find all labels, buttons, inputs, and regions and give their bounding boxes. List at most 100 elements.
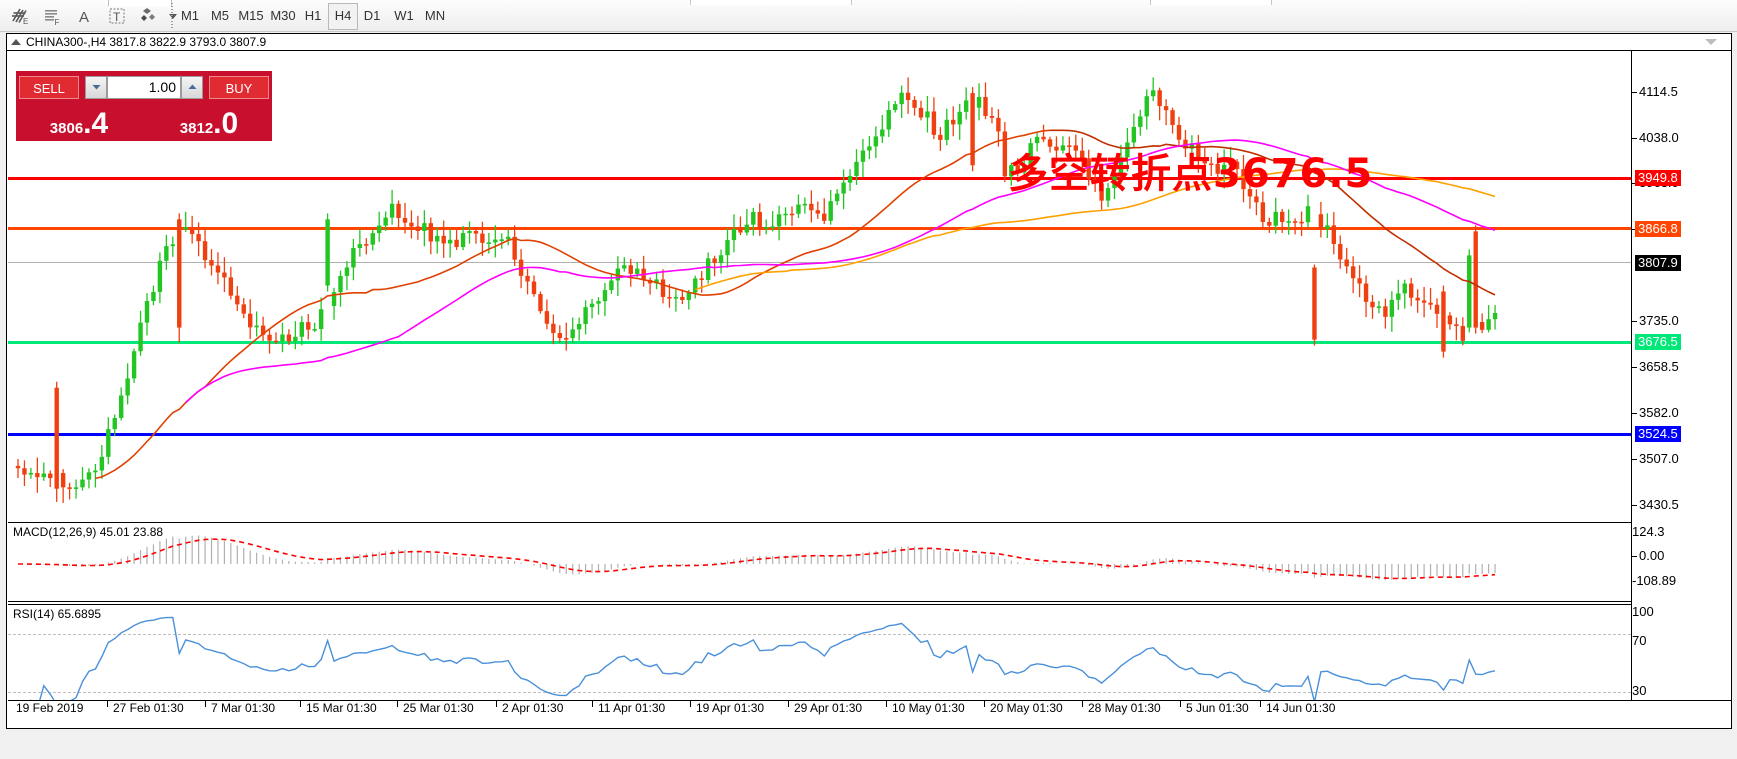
time-tick-label: 19 Feb 2019 <box>16 701 84 715</box>
time-tick-label: 25 Mar 01:30 <box>403 701 474 715</box>
time-tick-label: 27 Feb 01:30 <box>113 701 184 715</box>
timeframe-m1[interactable]: M1 <box>180 8 200 23</box>
sell-price-major: 3806 <box>49 120 84 137</box>
sell-price[interactable]: 3806 .4 <box>16 99 142 141</box>
price-tick: 4114.5 <box>1632 84 1678 99</box>
resistance-line-3949-8 <box>8 177 1631 180</box>
rsi-scale-tick: 70 <box>1632 633 1646 648</box>
macd-scale-label: 124.3 <box>1632 524 1665 539</box>
objects-icon[interactable] <box>134 4 164 28</box>
last-price-label[interactable]: 3807.9 <box>1635 255 1681 271</box>
timeframe-m30[interactable]: M30 <box>270 8 296 23</box>
collapse-triangle-icon[interactable] <box>1705 39 1717 45</box>
timeframe-m5[interactable]: M5 <box>210 8 230 23</box>
price-scale[interactable]: 4114.5 4038.0 3963.0 3886.5 3735.0 3658.… <box>1631 51 1731 728</box>
buy-price-major: 3812 <box>179 120 214 137</box>
timeframe-h4[interactable]: H4 <box>328 3 358 30</box>
status-bar <box>0 731 1737 759</box>
price-tick-label: 3658.5 <box>1639 359 1679 374</box>
price-tick: 3507.0 <box>1632 451 1679 466</box>
buy-price-minor: .0 <box>213 107 239 140</box>
svg-text:E: E <box>23 17 28 26</box>
sell-button[interactable]: SELL <box>19 75 79 99</box>
price-tick: 3430.5 <box>1632 497 1679 512</box>
buy-button[interactable]: BUY <box>209 75 269 99</box>
volume-input[interactable]: 1.00 <box>107 75 181 99</box>
pivot-label-3676-5[interactable]: 3676.5 <box>1635 334 1681 350</box>
rsi-oversold-line <box>8 692 1631 693</box>
rsi-scale-label: 70 <box>1632 633 1647 648</box>
time-tick: 25 Mar 01:30 <box>397 701 474 715</box>
trade-panel-prices: 3806 .4 3812 .0 <box>16 99 272 141</box>
price-tick: 3658.5 <box>1632 359 1679 374</box>
buy-price[interactable]: 3812 .0 <box>146 99 272 141</box>
macd-scale-tick: 124.3 <box>1632 524 1665 539</box>
timeframe-w1[interactable]: W1 <box>394 8 414 23</box>
price-pane[interactable]: 多空转折点3676.5 SELL 1.00 BUY <box>8 51 1631 520</box>
timeframe-mn[interactable]: MN <box>424 8 446 23</box>
rsi-scale-tick: 30 <box>1632 683 1646 698</box>
price-tick: 4038.0 <box>1632 130 1679 145</box>
trade-panel-divider <box>142 99 146 141</box>
support-label-3524-5[interactable]: 3524.5 <box>1635 426 1681 442</box>
text-label-icon[interactable]: A <box>70 4 100 28</box>
time-scale[interactable]: 19 Feb 2019 27 Feb 01:30 7 Mar 01:30 15 … <box>8 700 1731 728</box>
candlestick-series <box>15 77 1498 503</box>
time-tick: 14 Jun 01:30 <box>1260 701 1336 715</box>
text-box-icon[interactable]: T <box>102 4 132 28</box>
volume-decrement-button[interactable] <box>85 75 107 99</box>
rsi-scale-label: 100 <box>1632 604 1654 619</box>
time-tick-label: 28 May 01:30 <box>1088 701 1161 715</box>
price-tick-label: 4038.0 <box>1639 130 1679 145</box>
svg-text:A: A <box>79 9 89 26</box>
restore-triangle-icon[interactable] <box>11 39 21 45</box>
time-tick-label: 20 May 01:30 <box>990 701 1063 715</box>
time-tick: 27 Feb 01:30 <box>107 701 184 715</box>
macd-series <box>18 535 1496 581</box>
time-tick: 28 May 01:30 <box>1082 701 1161 715</box>
macd-scale-label: 0.00 <box>1639 548 1665 563</box>
macd-pane[interactable]: MACD(12,26,9) 45.01 23.88 <box>8 522 1631 602</box>
macd-scale-tick: 0.00 <box>1632 548 1664 563</box>
time-tick: 7 Mar 01:30 <box>205 701 276 715</box>
time-tick-label: 11 Apr 01:30 <box>598 701 666 715</box>
timeframe-d1[interactable]: D1 <box>363 8 381 23</box>
rsi-scale-label: 30 <box>1632 683 1647 698</box>
sell-price-minor: .4 <box>83 107 109 140</box>
pivot-line-3676-5 <box>8 341 1631 344</box>
svg-text:F: F <box>55 18 60 26</box>
trade-panel-controls: SELL 1.00 BUY <box>16 71 272 99</box>
rsi-scale-tick: 100 <box>1632 604 1654 619</box>
resistance-label-3949-8[interactable]: 3949.8 <box>1635 170 1681 186</box>
indicators-list-icon[interactable]: F <box>38 4 68 28</box>
resistance-line-3866-8 <box>8 227 1631 230</box>
expert-advisors-icon[interactable]: E <box>6 4 36 28</box>
price-tick-label: 3582.0 <box>1639 405 1679 420</box>
time-tick-label: 2 Apr 01:30 <box>502 701 564 715</box>
time-tick: 20 May 01:30 <box>984 701 1063 715</box>
volume-increment-button[interactable] <box>181 75 203 99</box>
price-tick: 3582.0 <box>1632 405 1679 420</box>
time-tick: 29 Apr 01:30 <box>788 701 863 715</box>
time-tick-label: 29 Apr 01:30 <box>794 701 863 715</box>
price-tick: 3735.0 <box>1632 313 1679 328</box>
macd-label: MACD(12,26,9) 45.01 23.88 <box>13 525 167 539</box>
price-tick-label: 3430.5 <box>1639 497 1679 512</box>
rsi-label: RSI(14) 65.6895 <box>13 607 105 621</box>
time-tick-label: 19 Apr 01:30 <box>696 701 765 715</box>
timeframe-m15[interactable]: M15 <box>238 8 264 23</box>
time-tick-label: 5 Jun 01:30 <box>1186 701 1249 715</box>
time-tick: 19 Apr 01:30 <box>690 701 765 715</box>
resistance-label-3866-8[interactable]: 3866.8 <box>1635 221 1681 237</box>
timeframe-h1[interactable]: H1 <box>304 8 322 23</box>
time-tick: 5 Jun 01:30 <box>1180 701 1249 715</box>
time-tick: 15 Mar 01:30 <box>300 701 377 715</box>
time-tick-label: 14 Jun 01:30 <box>1266 701 1336 715</box>
window-tab-stub-3 <box>1150 0 1272 5</box>
svg-text:T: T <box>113 10 121 24</box>
time-tick: 19 Feb 2019 <box>16 701 83 715</box>
chart-annotation-text: 多空转折点3676.5 <box>1008 151 1374 197</box>
time-tick: 10 May 01:30 <box>886 701 965 715</box>
time-tick-label: 7 Mar 01:30 <box>211 701 276 715</box>
time-tick: 2 Apr 01:30 <box>496 701 564 715</box>
